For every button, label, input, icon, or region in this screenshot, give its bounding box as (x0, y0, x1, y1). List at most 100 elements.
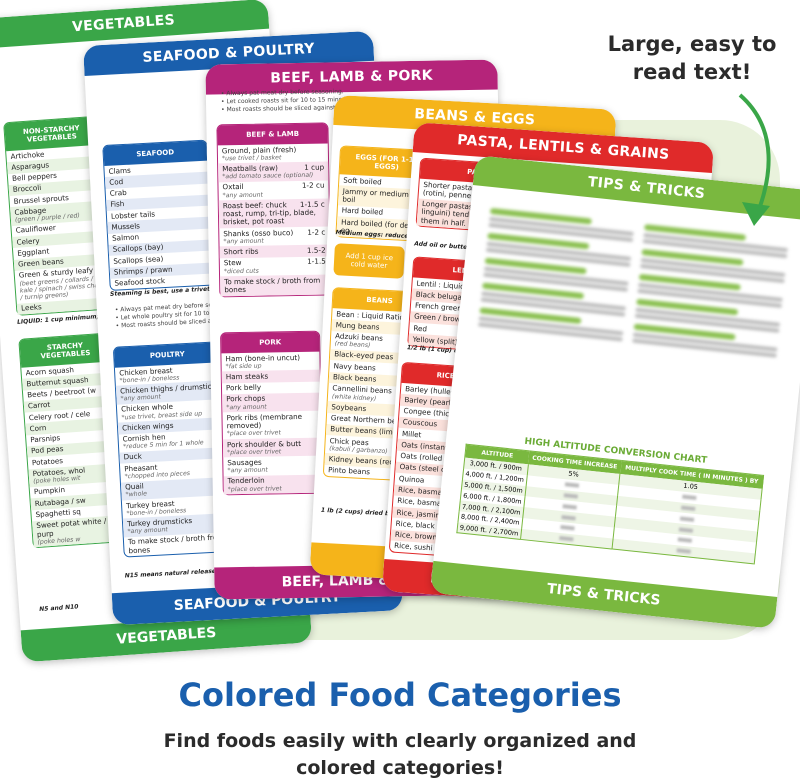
item-note: *any amount (222, 191, 264, 199)
blurred-value (682, 494, 697, 501)
item-name: Shanks (osso buco) (223, 227, 294, 238)
item-name: Soybeans (331, 401, 367, 413)
item-value: 1-1.5 (307, 256, 326, 267)
tips-column (632, 218, 789, 359)
blurred-value (678, 526, 694, 533)
tips-column (478, 202, 635, 343)
blurred-value (677, 537, 693, 544)
item-name: Pinto beans (327, 465, 371, 477)
item-name: Navy beans (333, 361, 377, 373)
item-name: Millet (401, 428, 422, 439)
item-name: Oxtail (222, 182, 244, 192)
item-name: Scallops (bay) (112, 242, 164, 255)
item-name: Mussels (111, 221, 141, 232)
item-name: Corn (29, 423, 47, 434)
section-title: PORK (221, 331, 320, 354)
section-title: BEEF & LAMB (217, 123, 328, 146)
footnote: LIQUID: 1 cup minimum; (16, 313, 100, 326)
item-name: Leeks (20, 302, 43, 313)
item-name: Fish (110, 199, 125, 210)
item-value: 1.5-2 (306, 245, 326, 255)
item-name: Pork ribs (membrane removed) (226, 411, 303, 431)
section-rows: Ground, plain (fresh) *use trivet / baske… (218, 143, 331, 297)
item-name: Eggplant (16, 246, 50, 258)
item-note: *any amount (226, 403, 267, 412)
item-note: *place over trivet (226, 429, 281, 438)
table-row: Pork ribs (membrane removed) *place over … (222, 411, 320, 439)
item-name: Scallops (sea) (113, 253, 164, 266)
table-row: To make stock / broth from bones (220, 274, 331, 297)
section-beef-lamb: BEEF & LAMB Ground, plain (fresh) *use tri… (216, 122, 332, 298)
table-row: Pork chops *any amount (222, 392, 321, 413)
callout-text: Large, easy to read text! (607, 32, 777, 84)
item-name: Seafood stock (114, 276, 166, 288)
blurred-value (565, 482, 580, 488)
table-row: Sausages *any amount (223, 456, 321, 476)
item-name: Artichoke (10, 149, 45, 161)
item-name: Cauliflower (15, 223, 57, 236)
ice-water-badge: Add 1 cup ice cold water (333, 243, 405, 279)
item-name: Asparagus (10, 160, 50, 172)
item-note: *use trivet / basket (221, 154, 282, 163)
item-name: Potatoes (31, 455, 64, 467)
blurred-value (562, 503, 578, 510)
item-name: To make stock / broth from bones (224, 275, 321, 295)
item-name: Parsnips (30, 433, 61, 445)
item-name: Stew (223, 258, 242, 268)
blurred-value (559, 536, 574, 542)
item-name: To make stock / broth from bones (127, 532, 225, 555)
item-name: Soft boiled (343, 175, 382, 187)
item-name: Clams (108, 165, 131, 176)
blurred-value (564, 493, 579, 499)
item-name: Carrot (27, 400, 51, 411)
table-row: Ground, plain (fresh) *use trivet / baske… (218, 143, 328, 163)
altitude-chart: HIGH ALTITUDE CONVERSION CHART ALTITUDE CO… (456, 431, 765, 565)
section-pork: PORK Ham (bone-in uncut) *fat side up Ham s… (220, 330, 323, 496)
item-note: *place over trivet (227, 448, 282, 457)
blurred-value (680, 516, 695, 522)
item-value: 1 cup (304, 162, 325, 172)
item-note: *place over trivet (227, 484, 282, 493)
item-name: Pork chops (226, 394, 266, 404)
item-name: Tenderloin (227, 475, 265, 486)
item-name: Chicken wings (121, 420, 174, 433)
arrow-icon (738, 93, 771, 226)
item-name: Ground, plain (fresh) (221, 144, 297, 155)
footnote: N5 and N10 (38, 603, 79, 614)
blurred-value (676, 548, 692, 554)
blurred-value (561, 514, 577, 521)
item-name: Ham steaks (225, 371, 269, 382)
section-rows: Clams Cod Crab Fish Lobster tails Mussels Salm… (104, 161, 214, 290)
item-name: Pumpkin (33, 485, 66, 497)
item-note: *fat side up (225, 362, 262, 371)
item-name: Pork shoulder & butt (226, 438, 302, 449)
item-name: Salmon (111, 232, 140, 243)
item-note: *any amount (227, 466, 268, 475)
section-seafood: SEAFOOD Clams Cod Crab Fish Lobster tails Muss… (102, 139, 215, 292)
footnote: N15 means natural release fo (124, 567, 225, 580)
item-name: Black beans (332, 372, 377, 384)
table-row: Tenderloin *place over trivet (223, 474, 322, 495)
headline: Colored Food Categories (178, 676, 622, 714)
item-name: Short ribs (223, 246, 259, 257)
table-row: 1-2 cu Oxtail *any amount (218, 180, 328, 200)
table-row: 1 cup Meatballs (raw) *add tomato sauce (o… (218, 161, 329, 183)
item-value: 1-2 cu (301, 180, 325, 191)
item-name: Hard boiled (341, 205, 384, 217)
product-illustration: VEGETABLES VEGETABLES NON-STARCHY VEGETABL… (0, 0, 800, 663)
item-name: Pod peas (30, 444, 64, 456)
item-note: *diced cuts (223, 267, 259, 275)
item-name: Lobster tails (110, 209, 156, 221)
table-row: Ham (bone-in uncut) *fat side up (221, 352, 319, 372)
blurred-value (681, 505, 696, 511)
item-note: *add tomato sauce (optional) (222, 171, 314, 181)
item-name: Ham (bone-in uncut) (225, 352, 301, 363)
blurred-value (560, 525, 576, 531)
item-name: Couscous (402, 417, 438, 429)
subheadline: Find foods easily with clearly organized… (163, 730, 637, 779)
item-name: Duck (123, 451, 143, 462)
item-name: Pork belly (225, 382, 262, 393)
item-name: Broccoli (12, 183, 42, 195)
section-rows: Ham (bone-in uncut) *fat side up Ham steak… (221, 352, 322, 495)
item-name: Quinoa (398, 473, 425, 485)
